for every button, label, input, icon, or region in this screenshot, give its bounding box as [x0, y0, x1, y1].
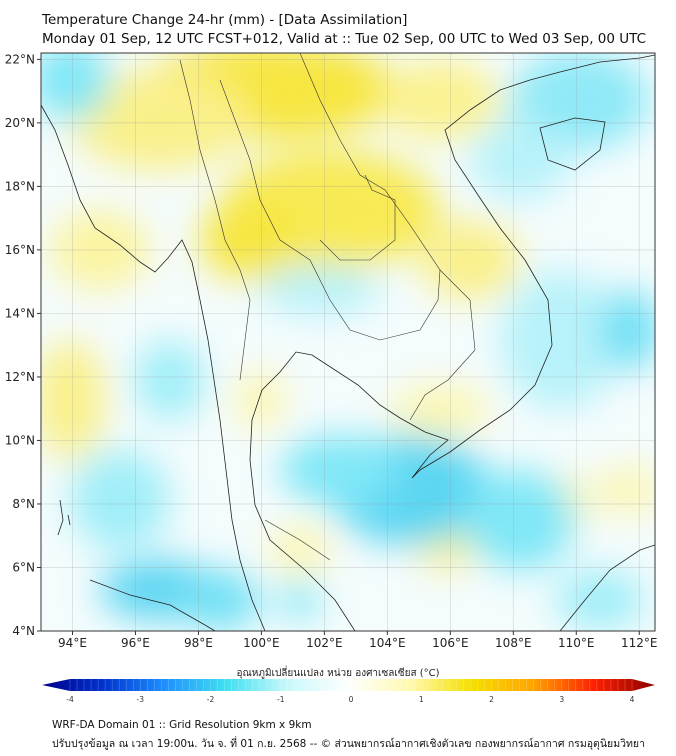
lon-tick-label: 104°E — [369, 636, 406, 650]
plot-frame — [40, 52, 656, 632]
lat-tick-label: 10°N — [5, 433, 35, 447]
lon-tick-label: 106°E — [432, 636, 469, 650]
country-borders — [179, 53, 476, 561]
lat-tick-label: 8°N — [12, 497, 35, 511]
colorbar: -4 -3 -2 -1 0 1 2 3 4 — [42, 679, 655, 704]
lon-tick-label: 98°E — [184, 636, 213, 650]
footer-model-info: WRF-DA Domain 01 :: Grid Resolution 9km … — [52, 719, 312, 731]
lat-tick-label: 18°N — [5, 179, 35, 193]
lat-tick-label: 14°N — [5, 306, 35, 320]
lon-tick-label: 110°E — [558, 636, 595, 650]
colorbar-tick-label: 3 — [559, 695, 564, 704]
colorbar-tick-label: 2 — [489, 695, 494, 704]
lat-tick-label: 6°N — [12, 560, 35, 574]
colorbar-scale — [42, 679, 655, 691]
colorbar-tick-label: -4 — [66, 695, 74, 704]
chart-subtitle: Monday 01 Sep, 12 UTC FCST+012, Valid at… — [42, 31, 647, 47]
footer-update-info: ปรับปรุงข้อมูล ณ เวลา 19:00น. วัน จ. ที่… — [52, 738, 645, 750]
colorbar-ticks: -4 -3 -2 -1 0 1 2 3 4 — [66, 679, 635, 704]
colorbar-label: อุณหภูมิเปลี่ยนแปลง หน่วย องศาเซลเซียส (… — [236, 668, 440, 679]
colorbar-tick-label: -3 — [137, 695, 145, 704]
temperature-field — [41, 53, 655, 631]
colorbar-tick-label: 1 — [419, 695, 424, 704]
colorbar-tick-label: 4 — [630, 695, 635, 704]
lon-tick-label: 102°E — [306, 636, 343, 650]
lon-tick-label: 108°E — [495, 636, 532, 650]
temperature-change-map: 22°N 20°N 18°N 16°N 14°N 12°N 10°N 8°N 6°N 4°N 94… — [5, 52, 658, 650]
lat-tick-label: 22°N — [5, 52, 35, 66]
colorbar-tick-label: -2 — [207, 695, 215, 704]
lon-tick-label: 100°E — [243, 636, 280, 650]
latitude-ticks: 22°N 20°N 18°N 16°N 14°N 12°N 10°N 8°N 6°N 4°N — [5, 52, 41, 638]
lat-tick-label: 12°N — [5, 370, 35, 384]
longitude-ticks: 94°E 96°E 98°E 100°E 102°E 104°E 106°E 108°E 110… — [58, 631, 658, 650]
coastlines — [41, 54, 655, 631]
lon-tick-label: 94°E — [58, 636, 87, 650]
lat-tick-label: 20°N — [5, 116, 35, 130]
colorbar-tick-label: 0 — [349, 695, 354, 704]
lat-tick-label: 4°N — [12, 624, 35, 638]
lon-tick-label: 96°E — [121, 636, 150, 650]
chart-title: Temperature Change 24-hr (mm) - [Data As… — [42, 12, 408, 28]
gridlines — [41, 53, 655, 632]
colorbar-tick-label: -1 — [277, 695, 285, 704]
lat-tick-label: 16°N — [5, 243, 35, 257]
lon-tick-label: 112°E — [621, 636, 658, 650]
